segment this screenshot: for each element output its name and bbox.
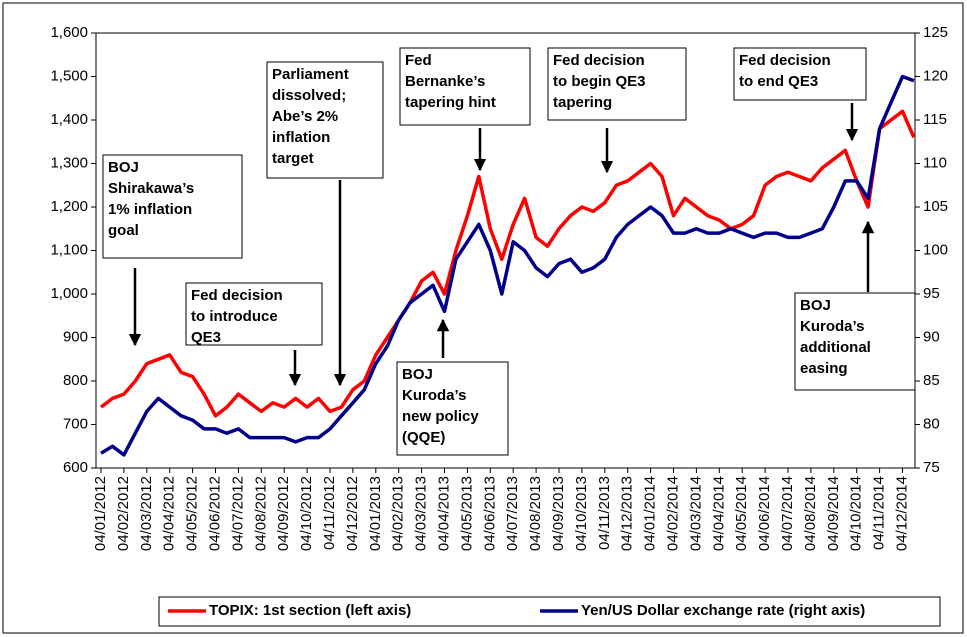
annotation-text: additional bbox=[800, 339, 871, 356]
annotation-text: new policy bbox=[402, 408, 479, 425]
x-tick-label: 04/10/2013 bbox=[573, 476, 590, 551]
x-tick-label: 04/06/2012 bbox=[206, 476, 223, 551]
y-tick-label: 1,200 bbox=[50, 198, 88, 215]
x-tick-label: 04/07/2012 bbox=[229, 476, 246, 551]
x-tick-label: 04/10/2012 bbox=[298, 476, 315, 551]
annotation-text: to end QE3 bbox=[739, 73, 818, 90]
x-tick-label: 04/01/2012 bbox=[92, 476, 109, 551]
annotation-text: tapering bbox=[553, 94, 612, 111]
x-tick-label: 04/12/2013 bbox=[619, 476, 636, 551]
x-tick-label: 04/09/2014 bbox=[825, 476, 842, 551]
y-tick-label: 600 bbox=[63, 459, 88, 476]
annotation-text: Fed bbox=[405, 52, 432, 69]
x-tick-label: 04/04/2014 bbox=[710, 476, 727, 551]
y2-tick-label: 125 bbox=[923, 24, 948, 41]
y-tick-label: 1,300 bbox=[50, 154, 88, 171]
x-tick-label: 04/05/2014 bbox=[733, 476, 750, 551]
y-tick-label: 700 bbox=[63, 415, 88, 432]
y2-tick-label: 100 bbox=[923, 241, 948, 258]
x-tick-label: 04/03/2012 bbox=[138, 476, 155, 551]
annotation-text: Kuroda’s bbox=[402, 387, 466, 404]
x-tick-label: 04/06/2014 bbox=[756, 476, 773, 551]
y2-tick-label: 110 bbox=[923, 154, 947, 171]
annotation-text: BOJ bbox=[402, 366, 433, 383]
annotation-text: 1% inflation bbox=[108, 201, 192, 218]
annotation-box bbox=[396, 361, 509, 456]
x-tick-label: 04/08/2013 bbox=[527, 476, 544, 551]
y-tick-label: 1,500 bbox=[50, 67, 88, 84]
annotation-text: to introduce bbox=[191, 308, 278, 325]
x-tick-label: 04/02/2013 bbox=[390, 476, 407, 551]
x-tick-label: 04/03/2013 bbox=[413, 476, 430, 551]
annotation-box bbox=[185, 282, 323, 346]
x-tick-label: 04/09/2013 bbox=[550, 476, 567, 551]
annotation-text: easing bbox=[800, 360, 848, 377]
x-tick-label: 04/04/2012 bbox=[161, 476, 178, 551]
annotation-text: (QQE) bbox=[402, 429, 445, 446]
y2-tick-label: 105 bbox=[923, 198, 948, 215]
x-tick-label: 04/01/2014 bbox=[642, 476, 659, 551]
annotation-box bbox=[547, 47, 687, 121]
annotation-text: Fed decision bbox=[553, 52, 645, 69]
annotation-text: dissolved; bbox=[272, 87, 346, 104]
y-tick-label: 1,000 bbox=[50, 285, 88, 302]
series-line bbox=[99, 109, 916, 418]
x-tick-label: 04/04/2013 bbox=[435, 476, 452, 551]
annotation-box bbox=[733, 47, 867, 101]
annotation-text: target bbox=[272, 150, 314, 167]
annotation-box bbox=[399, 47, 531, 126]
legend-label: TOPIX: 1st section (left axis) bbox=[209, 602, 411, 619]
x-tick-label: 04/01/2013 bbox=[367, 476, 384, 551]
y2-tick-label: 85 bbox=[923, 372, 940, 389]
x-tick-label: 04/12/2014 bbox=[893, 476, 910, 551]
annotation-box bbox=[794, 292, 916, 391]
annotation-text: to begin QE3 bbox=[553, 73, 646, 90]
x-tick-label: 04/07/2013 bbox=[504, 476, 521, 551]
y2-tick-label: 95 bbox=[923, 285, 940, 302]
annotation-text: BOJ bbox=[108, 159, 139, 176]
x-tick-label: 04/08/2012 bbox=[252, 476, 269, 551]
y-tick-label: 900 bbox=[63, 328, 88, 345]
annotation-text: BOJ bbox=[800, 297, 831, 314]
annotation-text: Bernanke’s bbox=[405, 73, 485, 90]
series-line bbox=[100, 74, 915, 457]
y2-tick-label: 120 bbox=[923, 67, 948, 84]
x-tick-label: 04/07/2014 bbox=[779, 476, 796, 551]
y2-tick-label: 90 bbox=[923, 328, 940, 345]
y-tick-label: 1,100 bbox=[50, 241, 88, 258]
x-tick-label: 04/02/2014 bbox=[664, 476, 681, 551]
annotation-text: goal bbox=[108, 222, 139, 239]
x-tick-label: 04/05/2013 bbox=[458, 476, 475, 551]
x-tick-label: 04/08/2014 bbox=[802, 476, 819, 551]
x-tick-label: 04/06/2013 bbox=[481, 476, 498, 551]
annotation-text: Shirakawa’s bbox=[108, 180, 194, 197]
annotation-text: Abe’s 2% bbox=[272, 108, 338, 125]
y-tick-label: 1,400 bbox=[50, 111, 88, 128]
x-tick-label: 04/03/2014 bbox=[687, 476, 704, 551]
x-tick-label: 04/02/2012 bbox=[115, 476, 132, 551]
y2-tick-label: 80 bbox=[923, 415, 940, 432]
annotation-text: inflation bbox=[272, 129, 330, 146]
x-tick-label: 04/10/2014 bbox=[848, 476, 865, 551]
annotation-box bbox=[102, 154, 243, 259]
x-tick-label: 04/11/2013 bbox=[596, 476, 613, 550]
legend-label: Yen/US Dollar exchange rate (right axis) bbox=[581, 602, 865, 619]
y2-tick-label: 115 bbox=[923, 111, 947, 128]
annotation-text: tapering hint bbox=[405, 94, 496, 111]
y-tick-label: 800 bbox=[63, 372, 88, 389]
annotation-text: QE3 bbox=[191, 329, 221, 346]
x-tick-label: 04/05/2012 bbox=[184, 476, 201, 551]
annotation-text: Fed decision bbox=[739, 52, 831, 69]
y2-tick-label: 75 bbox=[923, 459, 940, 476]
annotation-text: Kuroda’s bbox=[800, 318, 864, 335]
y-tick-label: 1,600 bbox=[50, 24, 88, 41]
annotation-text: Fed decision bbox=[191, 287, 283, 304]
annotation-box bbox=[266, 61, 384, 179]
x-tick-label: 04/09/2012 bbox=[275, 476, 292, 551]
annotation-text: Parliament bbox=[272, 66, 349, 83]
x-tick-label: 04/12/2012 bbox=[344, 476, 361, 551]
x-tick-label: 04/11/2012 bbox=[321, 476, 338, 550]
x-tick-label: 04/11/2014 bbox=[871, 476, 888, 550]
